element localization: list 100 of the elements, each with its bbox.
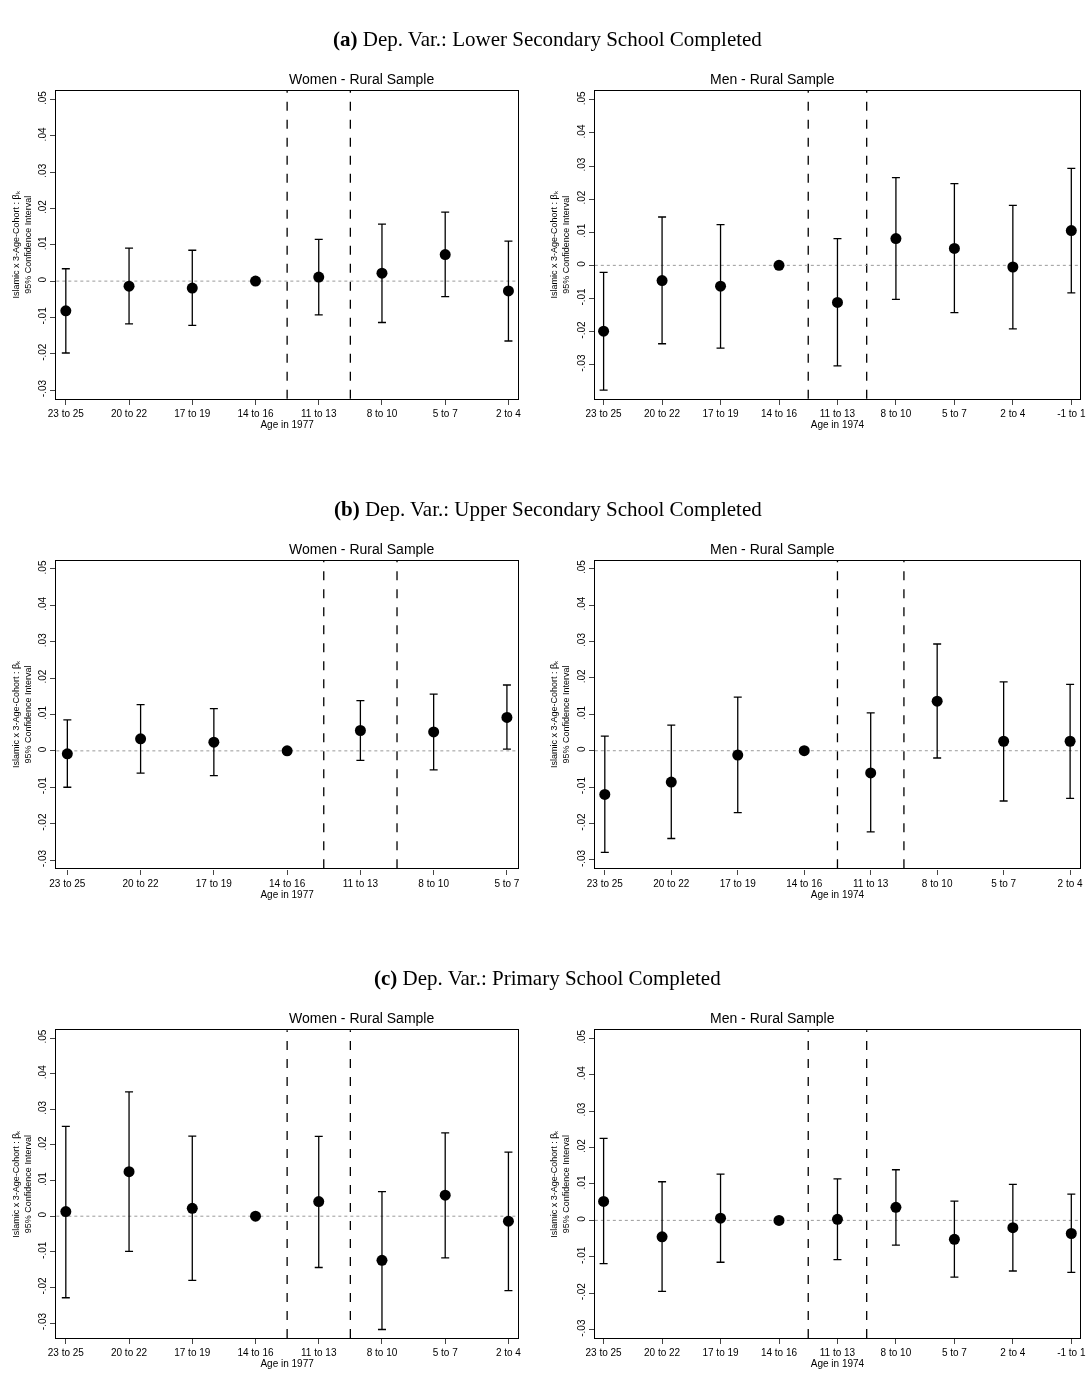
- y-axis-title: Islamic x 3-Age-Cohort : βₖ 95% Confidence Interval: [10, 1129, 33, 1238]
- point: [502, 1215, 514, 1227]
- x-tick-label: 11 to 13: [301, 407, 337, 419]
- x-axis-title: Age in 1977: [260, 888, 315, 900]
- y-tick-label: .05: [575, 90, 587, 106]
- y-tick-label: 0: [37, 746, 49, 753]
- x-tick-label: 20 to 22: [110, 407, 148, 419]
- text: (a) Dep. Var.: Lower Secondary School Completed: [333, 27, 763, 51]
- point: [208, 736, 220, 748]
- x-tick-label: 17 to 19: [174, 407, 211, 419]
- point: [998, 735, 1010, 747]
- x-tick-label: 14 to 16: [786, 877, 823, 889]
- x-tick-label: 14 to 16: [237, 1347, 275, 1359]
- x-tick-label: 23 to 25: [47, 1347, 85, 1359]
- point: [831, 1213, 843, 1225]
- point: [1065, 225, 1077, 237]
- point: [428, 726, 440, 738]
- y-tick-label: -.03: [575, 1319, 587, 1337]
- x-tick-label: 20 to 22: [643, 1347, 681, 1359]
- point: [354, 724, 366, 736]
- x-tick-label: 11 to 13: [301, 1347, 337, 1359]
- point: [313, 1196, 325, 1208]
- y-tick-label: 0: [37, 1211, 49, 1218]
- y-tick-label: .01: [37, 1171, 49, 1187]
- y-tick-label: .01: [575, 1175, 587, 1190]
- y-tick-label: -.01: [37, 1241, 49, 1259]
- y-tick-label: .02: [37, 199, 49, 214]
- y-tick-label: 0: [575, 746, 587, 752]
- y-tick-label: -.01: [37, 306, 49, 325]
- y-tick-label: .03: [575, 157, 587, 172]
- point: [60, 305, 72, 317]
- y-axis-title: Islamic x 3-Age-Cohort : βₖ 95% Confidence Interval: [10, 659, 33, 769]
- point: [890, 233, 902, 245]
- y-tick-label: -.01: [575, 776, 587, 795]
- point: [598, 325, 610, 337]
- point: [502, 285, 514, 297]
- x-tick-label: 20 to 22: [122, 877, 160, 889]
- y-tick-label: -.02: [37, 1276, 49, 1295]
- y-tick-label: .04: [37, 596, 49, 611]
- point: [715, 280, 727, 292]
- y-axis-title: Islamic x 3-Age-Cohort : βₖ 95% Confidence Interval: [10, 190, 33, 299]
- x-tick-label: 8 to 10: [880, 407, 912, 419]
- x-tick-label: 5 to 7: [991, 877, 1017, 889]
- point: [439, 249, 451, 261]
- text: (c) Dep. Var.: Primary School Completed: [374, 966, 722, 990]
- point: [948, 242, 960, 254]
- y-tick-label: -.02: [575, 1282, 587, 1301]
- x-tick-label: 23 to 25: [585, 1347, 623, 1359]
- x-tick-label: 5 to 7: [432, 1347, 459, 1359]
- chart-title: Women - Rural Sample: [289, 1010, 435, 1026]
- point: [313, 271, 325, 283]
- y-tick-label: .03: [37, 632, 49, 648]
- x-tick-label: 5 to 7: [432, 407, 459, 419]
- y-tick-label: -.03: [37, 379, 49, 398]
- y-tick-label: .04: [575, 124, 587, 139]
- x-tick-label: 2 to 4: [495, 407, 522, 419]
- chart-title: Men - Rural Sample: [710, 71, 835, 87]
- point: [123, 280, 135, 292]
- x-tick-label: 11 to 13: [853, 877, 889, 889]
- x-tick-label: 11 to 13: [819, 1347, 856, 1359]
- point: [831, 296, 843, 308]
- x-tick-label: 20 to 22: [653, 877, 690, 889]
- point: [186, 282, 198, 294]
- x-tick-label: -1 to 1: [1057, 1347, 1086, 1359]
- x-tick-label: 8 to 10: [880, 1347, 912, 1359]
- x-tick-label: 2 to 4: [495, 1347, 522, 1359]
- y-tick-label: .05: [575, 559, 587, 575]
- y-tick-label: .04: [575, 596, 587, 611]
- point: [135, 733, 147, 745]
- y-tick-label: .05: [37, 90, 49, 106]
- point: [931, 695, 943, 707]
- y-tick-label: .04: [575, 1065, 587, 1081]
- y-tick-label: -.03: [575, 354, 587, 372]
- point: [599, 788, 611, 800]
- point: [1007, 261, 1019, 273]
- x-tick-label: 2 to 4: [1057, 877, 1084, 889]
- point: [1007, 1222, 1019, 1234]
- x-axis-title: Age in 1977: [260, 1358, 315, 1370]
- point: [376, 267, 388, 279]
- x-tick-label: 14 to 16: [760, 1347, 798, 1359]
- y-tick-label: -.01: [575, 287, 587, 306]
- point: [598, 1195, 610, 1207]
- x-tick-label: 14 to 16: [237, 407, 275, 419]
- y-tick-label: -.01: [575, 1246, 587, 1264]
- x-tick-label: 5 to 7: [941, 1347, 968, 1359]
- y-tick-label: -.03: [37, 849, 49, 868]
- y-axis-title: Islamic x 3-Age-Cohort : βₖ 95% Confidence Interval: [549, 190, 572, 299]
- x-tick-label: 17 to 19: [719, 877, 757, 889]
- chart-title: Men - Rural Sample: [710, 541, 835, 557]
- y-tick-label: .01: [37, 235, 49, 251]
- x-tick-label: 20 to 22: [643, 407, 681, 419]
- x-tick-label: 23 to 25: [585, 407, 623, 419]
- chart-title: Men - Rural Sample: [710, 1010, 835, 1026]
- y-tick-label: -.02: [37, 813, 49, 831]
- x-tick-label: 14 to 16: [760, 407, 798, 419]
- y-tick-label: -.03: [37, 1312, 49, 1331]
- point: [250, 1210, 262, 1222]
- y-tick-label: .03: [575, 1102, 587, 1117]
- x-axis-title: Age in 1974: [810, 418, 865, 430]
- y-tick-label: .05: [37, 1029, 49, 1044]
